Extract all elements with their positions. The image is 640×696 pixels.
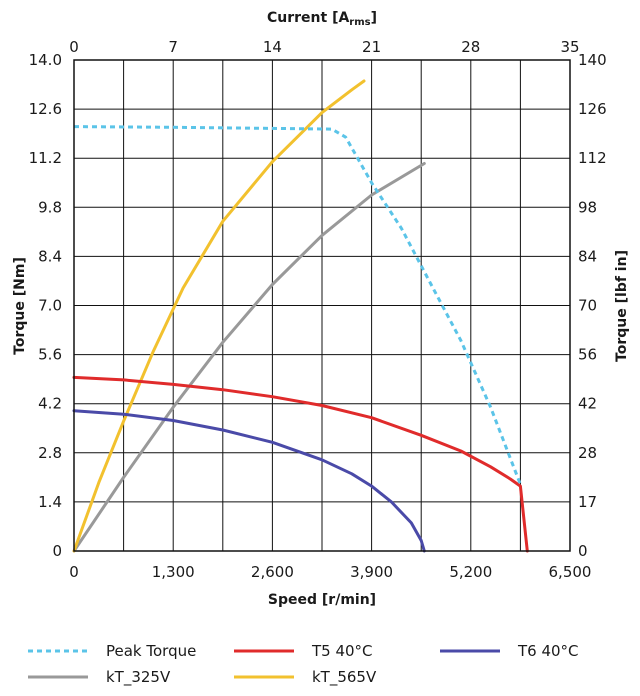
x-tick-label: 6,500 (549, 563, 592, 581)
x-axis-title: Speed [r/min] (268, 592, 376, 608)
y-right-tick-label: 126 (578, 100, 607, 118)
legend-label: kT_325V (106, 668, 171, 687)
x-tick-label: 3,900 (350, 563, 393, 581)
series-line-peak-torque (73, 125, 522, 485)
plot-frame (73, 59, 571, 552)
y-right-axis-title: Torque [lbf in] (614, 250, 630, 362)
top-axis-title: Current [Arms] (267, 10, 377, 28)
y-tick-label: 14.0 (29, 51, 62, 69)
series-line-t5-40-c (72, 375, 529, 553)
x-top-tick-label: 14 (263, 38, 282, 56)
legend-label: T5 40°C (311, 642, 373, 660)
y-tick-label: 2.8 (38, 444, 62, 462)
x-tick-label: 5,200 (449, 563, 492, 581)
y-right-tick-label: 84 (578, 247, 597, 265)
x-top-tick-label: 21 (362, 38, 381, 56)
series-line-t6-40-c (72, 409, 426, 553)
tick-labels: 0 1,300 2,600 3,900 5,200 6,500 0 7 14 21 28 35 0 1.4… (29, 38, 607, 581)
y-tick-label: 11.2 (29, 149, 62, 167)
y-right-tick-label: 0 (578, 542, 588, 560)
y-axis-title: Torque [Nm] (12, 257, 28, 355)
legend-label: kT_565V (312, 668, 377, 687)
y-tick-label: 7.0 (38, 297, 62, 315)
legend-label: T6 40°C (517, 642, 579, 660)
x-top-tick-label: 28 (461, 38, 480, 56)
y-right-tick-label: 17 (578, 493, 597, 511)
x-top-tick-label: 0 (69, 38, 79, 56)
series-line-kt-565v (72, 79, 366, 553)
legend: Peak Torque T5 40°C T6 40°C kT_325V kT_565V (28, 642, 579, 687)
y-right-tick-label: 56 (578, 346, 597, 364)
y-tick-label: 1.4 (38, 493, 62, 511)
y-right-tick-label: 28 (578, 444, 597, 462)
series-line-kt-325v (72, 162, 426, 553)
y-right-tick-label: 42 (578, 395, 597, 413)
y-right-tick-label: 140 (578, 51, 607, 69)
x-tick-label: 2,600 (251, 563, 294, 581)
x-top-tick-label: 7 (168, 38, 178, 56)
y-tick-label: 8.4 (38, 247, 62, 265)
y-tick-label: 4.2 (38, 395, 62, 413)
series-layer (72, 79, 529, 553)
grid (74, 60, 570, 551)
y-tick-label: 0 (52, 542, 62, 560)
legend-label: Peak Torque (106, 642, 196, 660)
x-top-tick-label: 35 (560, 38, 579, 56)
y-tick-label: 12.6 (29, 100, 62, 118)
y-tick-label: 5.6 (38, 346, 62, 364)
y-right-tick-label: 112 (578, 149, 607, 167)
x-tick-label: 0 (69, 563, 79, 581)
y-right-tick-label: 70 (578, 297, 597, 315)
y-right-tick-label: 98 (578, 198, 597, 216)
y-tick-label: 9.8 (38, 198, 62, 216)
x-tick-label: 1,300 (152, 563, 195, 581)
